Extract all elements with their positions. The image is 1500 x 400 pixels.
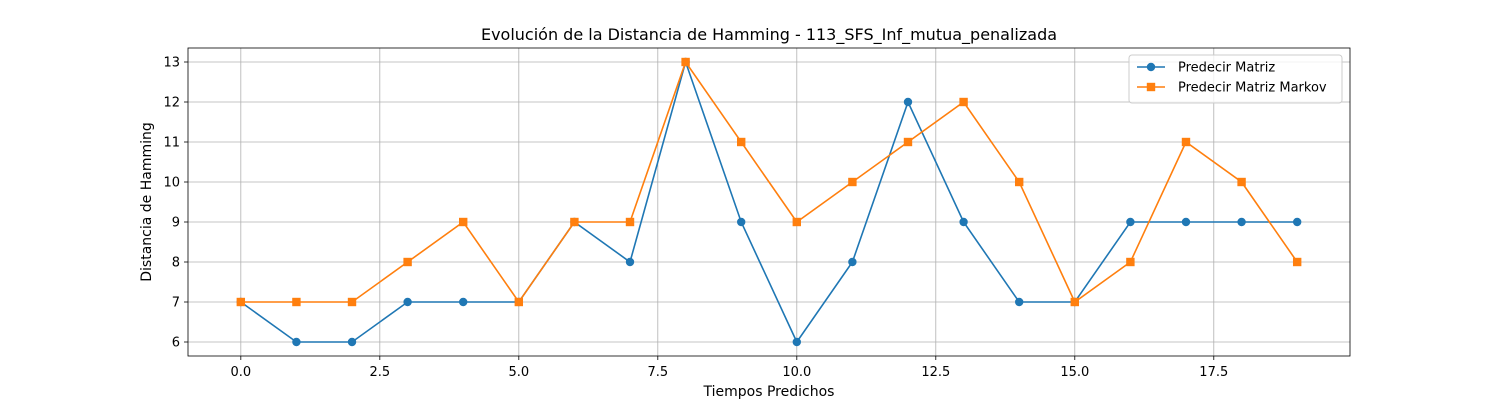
data-point bbox=[1181, 137, 1191, 147]
data-point bbox=[903, 137, 913, 147]
series-layer bbox=[236, 57, 1302, 347]
data-point bbox=[347, 337, 357, 347]
data-point bbox=[403, 297, 412, 307]
data-point bbox=[848, 177, 857, 187]
y-tick-label: 7 bbox=[172, 296, 180, 311]
plot-frame bbox=[187, 47, 1351, 357]
y-tick-label: 10 bbox=[163, 176, 180, 191]
x-tick-label: 5.0 bbox=[508, 365, 529, 380]
data-point bbox=[1070, 297, 1079, 307]
legend: Predecir Matriz Predecir Matriz Markov bbox=[1128, 54, 1343, 104]
data-point bbox=[681, 57, 690, 67]
y-tick-label: 11 bbox=[163, 136, 180, 151]
data-point bbox=[1014, 297, 1024, 307]
legend-entry: Predecir Matriz bbox=[1137, 61, 1275, 76]
data-point bbox=[959, 97, 968, 107]
data-point bbox=[625, 217, 635, 227]
data-point bbox=[403, 257, 412, 267]
data-point bbox=[737, 137, 746, 147]
data-point bbox=[1292, 257, 1302, 267]
data-point bbox=[459, 217, 468, 227]
legend-frame bbox=[1128, 54, 1343, 104]
data-point bbox=[903, 97, 913, 107]
y-tick-label: 8 bbox=[172, 256, 180, 271]
x-tick-label: 15.0 bbox=[1060, 365, 1089, 380]
chart-title: Evolución de la Distancia de Hamming - 1… bbox=[481, 25, 1057, 45]
legend-marker bbox=[1146, 82, 1156, 92]
y-tick-label: 6 bbox=[172, 336, 180, 351]
y-tick-label: 12 bbox=[163, 96, 180, 111]
x-tick-label: 12.5 bbox=[921, 365, 950, 380]
x-tick-label: 7.5 bbox=[647, 365, 668, 380]
x-tick-label: 0.0 bbox=[230, 365, 251, 380]
data-point bbox=[570, 217, 579, 227]
y-tick-label: 13 bbox=[163, 56, 180, 71]
legend-label: Predecir Matriz Markov bbox=[1178, 81, 1327, 96]
x-tick-label: 2.5 bbox=[369, 365, 390, 380]
legend-marker bbox=[1146, 62, 1156, 72]
legend-entry: Predecir Matriz Markov bbox=[1137, 81, 1327, 96]
series-line bbox=[240, 59, 1298, 344]
data-point bbox=[1126, 217, 1135, 227]
data-point bbox=[1014, 177, 1024, 187]
data-point bbox=[459, 297, 468, 307]
data-point bbox=[1181, 217, 1191, 227]
legend-label: Predecir Matriz bbox=[1178, 61, 1275, 76]
data-point bbox=[292, 337, 301, 347]
series-2 bbox=[236, 57, 1302, 307]
series-line bbox=[240, 60, 1298, 304]
data-point bbox=[1237, 217, 1246, 227]
data-point bbox=[792, 337, 801, 347]
x-axis-label: Tiempos Predichos bbox=[703, 384, 835, 400]
series-1 bbox=[236, 57, 1302, 347]
data-point bbox=[625, 257, 635, 267]
data-point bbox=[737, 217, 746, 227]
data-point bbox=[347, 297, 357, 307]
data-point bbox=[848, 257, 857, 267]
data-point bbox=[236, 297, 246, 307]
data-point bbox=[959, 217, 968, 227]
data-point bbox=[292, 297, 301, 307]
y-tick-label: 9 bbox=[172, 216, 180, 231]
data-point bbox=[1237, 177, 1246, 187]
x-tick-label: 10.0 bbox=[782, 365, 811, 380]
axis-ticks: 0.0 2.5 5.0 7.5 10.0 12.5 15.0 17.5 6 7 8 9 10 11 12 13 bbox=[163, 56, 1228, 381]
data-point bbox=[1126, 257, 1135, 267]
data-point bbox=[1292, 217, 1302, 227]
y-axis-label: Distancia de Hamming bbox=[139, 122, 155, 282]
data-point bbox=[514, 297, 524, 307]
x-tick-label: 17.5 bbox=[1199, 365, 1228, 380]
data-point bbox=[792, 217, 801, 227]
